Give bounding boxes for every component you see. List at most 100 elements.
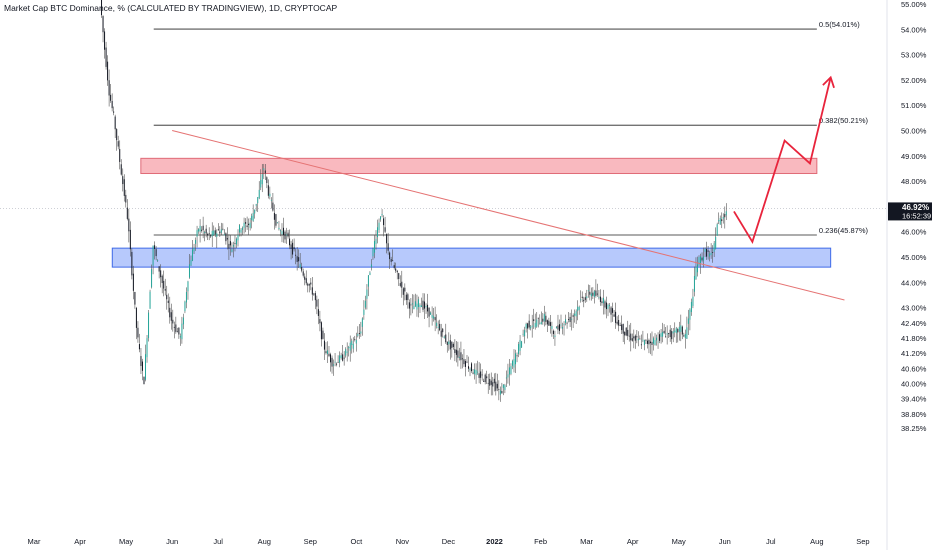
candle	[366, 284, 368, 310]
candle	[586, 289, 588, 302]
y-tick-label: 44.00%	[901, 278, 927, 287]
candle	[621, 315, 623, 335]
candle	[445, 323, 447, 344]
candle	[229, 234, 231, 256]
candle	[398, 272, 400, 286]
candle	[184, 300, 186, 314]
candle	[502, 384, 504, 396]
candle	[104, 28, 106, 59]
candle	[240, 227, 242, 237]
candle	[536, 311, 538, 328]
candle	[313, 292, 315, 296]
candle	[492, 376, 494, 396]
candle	[718, 212, 720, 225]
candle	[624, 331, 626, 345]
y-tick-label: 49.00%	[901, 152, 927, 161]
time-axis[interactable]: Mar Apr May Jun Jul Aug Sep Oct Nov Dec 2022 Feb Mar…	[28, 537, 870, 546]
x-tick-label: Jun	[166, 537, 178, 546]
candle	[395, 262, 397, 273]
candle	[351, 338, 353, 354]
y-tick-label: 43.00%	[901, 304, 927, 313]
candle	[451, 341, 453, 358]
candle	[692, 288, 694, 309]
candle	[301, 262, 303, 273]
candle	[651, 331, 653, 356]
candle	[659, 330, 661, 344]
candle	[575, 309, 577, 324]
candle	[214, 227, 216, 238]
y-tick-label: 41.20%	[901, 349, 927, 358]
candle	[639, 335, 641, 340]
candle	[272, 193, 274, 212]
candle	[155, 246, 157, 261]
fib-levels-layer: 0.5(54.01%) 0.382(50.21%) 0.236(45.87%)	[0, 20, 887, 236]
candle	[458, 347, 460, 361]
candle	[208, 227, 210, 241]
candle	[519, 335, 521, 356]
candle	[243, 217, 245, 234]
candle	[279, 229, 281, 237]
candle	[137, 321, 139, 343]
candle	[305, 270, 307, 286]
candle	[449, 334, 451, 360]
candle	[151, 264, 153, 289]
candle	[314, 290, 316, 310]
candle	[533, 308, 535, 329]
candle	[662, 322, 664, 343]
candle	[480, 363, 482, 385]
candle	[581, 291, 583, 303]
candle	[331, 355, 333, 374]
projection-arrowhead	[822, 75, 835, 89]
candle	[504, 383, 506, 394]
candle	[342, 344, 344, 362]
candle	[289, 229, 291, 250]
candle	[642, 330, 644, 343]
candle	[471, 362, 473, 373]
candle	[387, 232, 389, 255]
candle	[358, 323, 360, 339]
candle	[255, 203, 257, 212]
candle	[590, 287, 592, 301]
candle	[223, 229, 225, 236]
candle	[521, 340, 523, 348]
candle	[187, 280, 189, 300]
candle	[496, 373, 498, 392]
candle	[495, 372, 497, 396]
candle	[228, 234, 230, 260]
candle	[269, 186, 271, 200]
candle	[560, 314, 562, 329]
candle	[192, 239, 194, 262]
candle	[167, 293, 169, 313]
x-tick-label: Aug	[258, 537, 271, 546]
candle	[440, 323, 442, 346]
candle	[386, 233, 388, 254]
candle	[245, 218, 247, 233]
candle	[260, 169, 262, 191]
candle	[463, 349, 465, 367]
candle	[316, 295, 318, 315]
price-axis[interactable]: 55.00% 54.00% 53.00% 52.00% 51.00% 50.00% 49.0…	[901, 0, 927, 433]
y-tick-label: 53.00%	[901, 51, 927, 60]
candle	[557, 314, 559, 334]
candle	[518, 341, 520, 358]
candle	[601, 297, 603, 306]
candle	[610, 305, 612, 323]
candle	[633, 329, 635, 349]
candle	[460, 341, 462, 369]
candle	[605, 296, 607, 319]
candle	[134, 291, 136, 309]
candle	[466, 355, 468, 364]
candle	[686, 316, 688, 339]
y-tick-label: 46.00%	[901, 228, 927, 237]
candle	[308, 283, 310, 293]
candle	[612, 302, 614, 322]
candle	[283, 217, 285, 243]
candle	[225, 232, 227, 245]
candle	[217, 223, 219, 231]
candle	[499, 386, 501, 402]
candle	[242, 226, 244, 235]
candle	[663, 324, 665, 335]
candle	[489, 373, 491, 390]
x-tick-label: May	[672, 537, 686, 546]
